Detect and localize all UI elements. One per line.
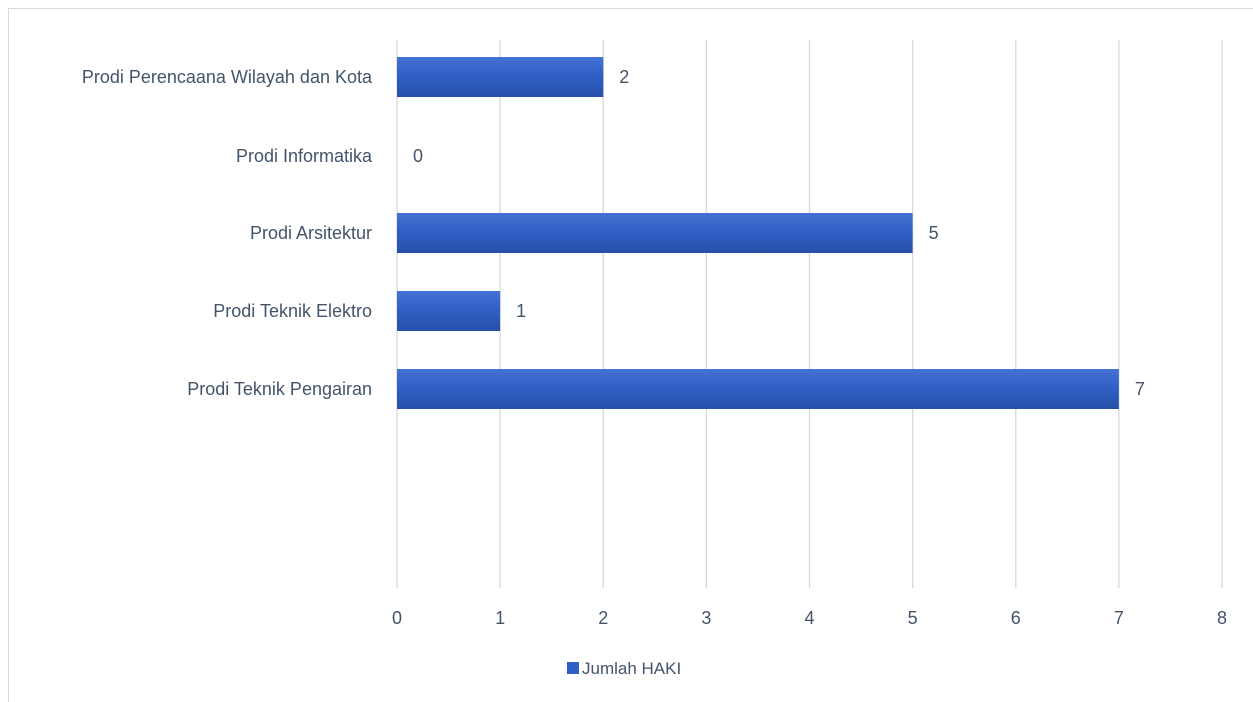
labels: 0 1 2 3 4 5 6 7 8 Prodi Perencaana Wilayah dan Ko… [82,67,1227,628]
legend-label: Jumlah HAKI [582,659,681,678]
x-tick-label: 7 [1114,608,1124,628]
legend: Jumlah HAKI [567,659,681,678]
bar [397,291,501,331]
x-tick-label: 1 [495,608,505,628]
category-label: Prodi Informatika [236,146,373,166]
bar [397,57,604,97]
data-label: 7 [1135,379,1145,399]
chart-frame [8,8,1253,702]
data-label: 5 [929,223,939,243]
x-tick-label: 5 [908,608,918,628]
data-label: 2 [619,67,629,87]
x-tick-label: 8 [1217,608,1227,628]
category-label: Prodi Teknik Elektro [213,301,372,321]
legend-swatch [567,662,579,674]
data-label: 1 [516,301,526,321]
category-label: Prodi Arsitektur [250,223,372,243]
x-tick-label: 4 [804,608,814,628]
x-tick-label: 3 [701,608,711,628]
x-tick-label: 6 [1011,608,1021,628]
bar [397,213,913,253]
category-label: Prodi Teknik Pengairan [187,379,372,399]
bar [397,369,1119,409]
x-tick-label: 2 [598,608,608,628]
category-label: Prodi Perencaana Wilayah dan Kota [82,67,373,87]
bars [397,57,1119,409]
x-tick-label: 0 [392,608,402,628]
data-label: 0 [413,146,423,166]
